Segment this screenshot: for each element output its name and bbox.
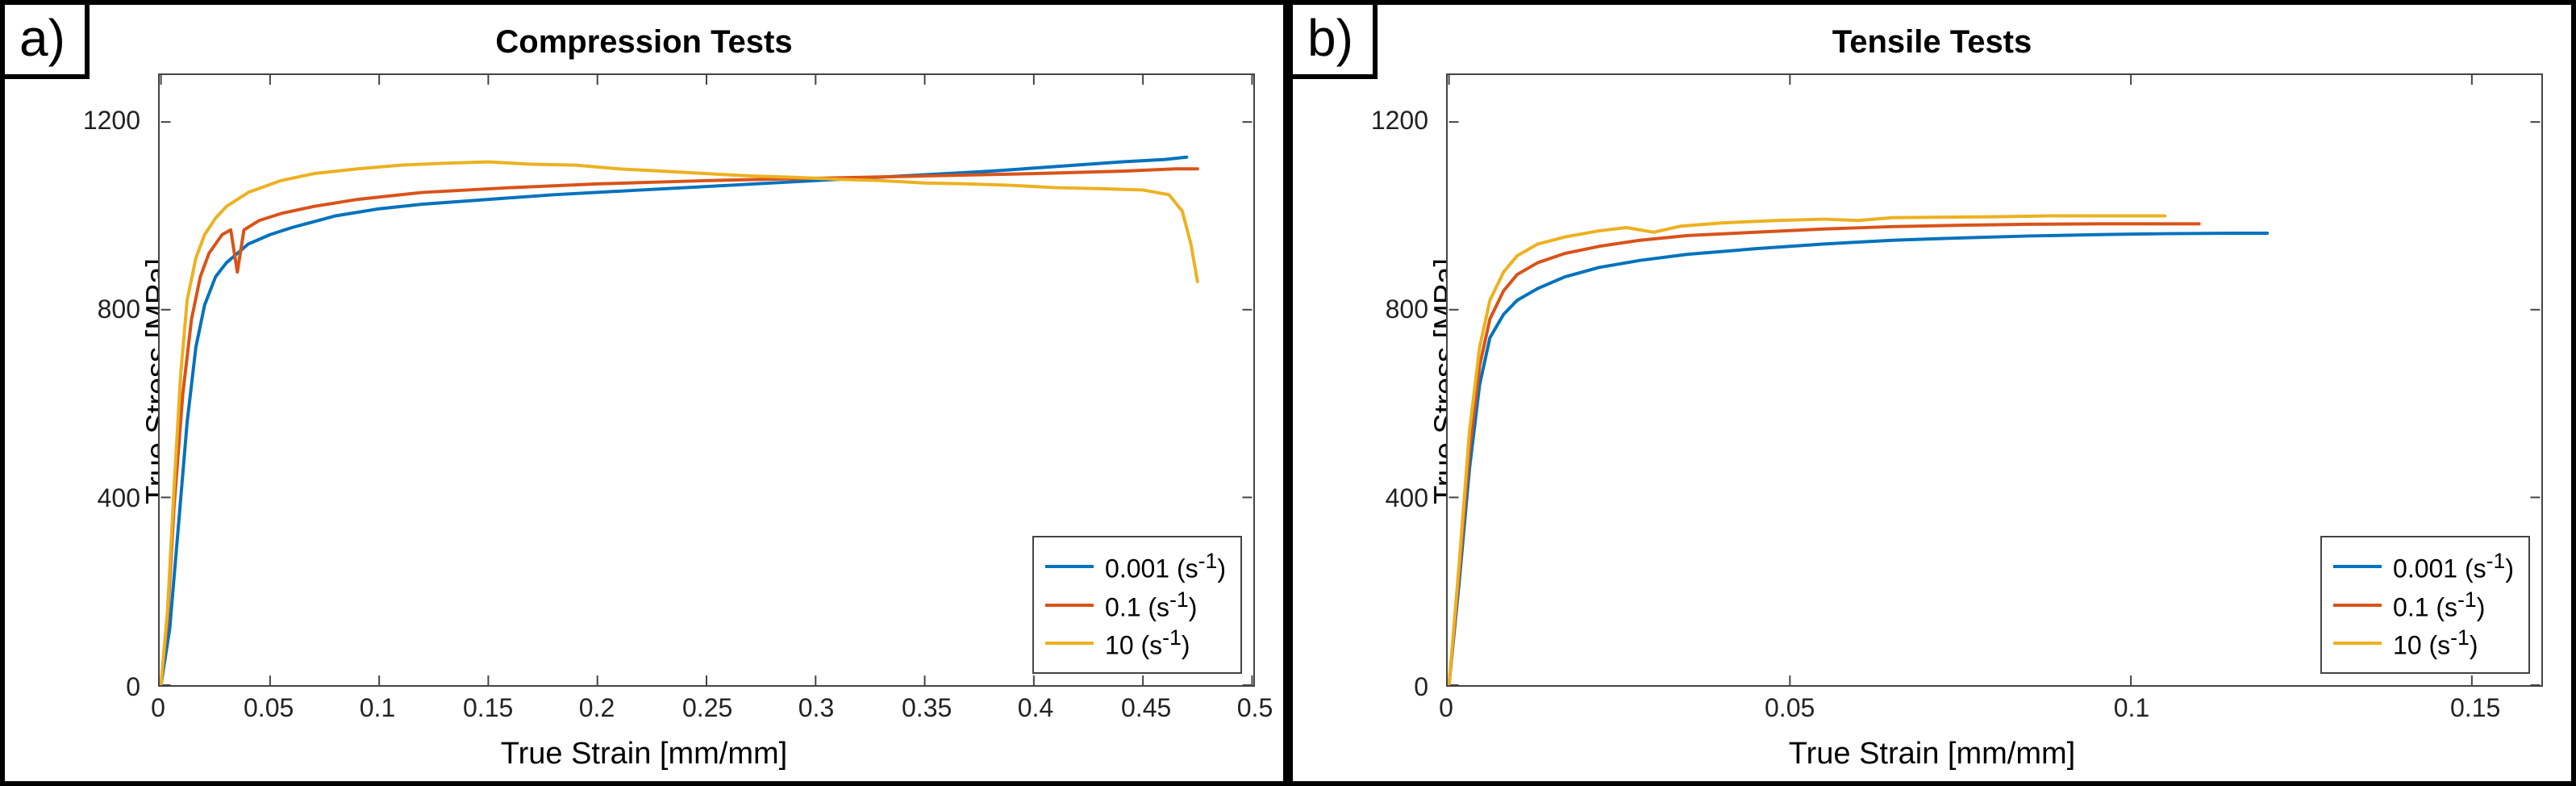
xtick-label: 0 [134, 693, 182, 723]
legend-swatch [2333, 642, 2382, 645]
legend-swatch [1045, 565, 1094, 568]
ytick-label: 1200 [83, 106, 140, 136]
legend-label: 0.001 (s-1) [1105, 549, 1226, 584]
xtick-label: 0.15 [2450, 693, 2499, 723]
panel-a-xlabel: True Strain [mm/mm] [5, 737, 1283, 771]
xtick-label: 0.15 [463, 693, 511, 723]
legend-swatch [1045, 642, 1094, 645]
panel-b-title: Tensile Tests [1293, 24, 2571, 61]
xtick-label: 0.4 [1011, 693, 1060, 723]
ytick-label: 0 [126, 672, 140, 702]
panel-a-label: a) [5, 5, 90, 79]
legend-item: 10 (s-1) [2333, 625, 2514, 661]
ytick-label: 0 [1414, 672, 1428, 702]
xtick-label: 0.2 [573, 693, 621, 723]
legend-item: 0.1 (s-1) [1045, 587, 1226, 623]
legend-swatch [2333, 604, 2382, 607]
panel-b-plot-area: 0.001 (s-1)0.1 (s-1)10 (s-1) [1446, 73, 2543, 687]
legend-swatch [1045, 604, 1094, 607]
legend-item: 0.001 (s-1) [2333, 549, 2514, 584]
ytick-label: 1200 [1371, 106, 1428, 136]
legend-label: 10 (s-1) [2393, 625, 2478, 661]
legend-label: 0.1 (s-1) [1105, 587, 1197, 623]
xtick-label: 0 [1422, 693, 1470, 723]
legend-item: 10 (s-1) [1045, 625, 1226, 661]
xtick-label: 0.05 [244, 693, 292, 723]
xtick-label: 0.5 [1231, 693, 1279, 723]
panel-b-legend: 0.001 (s-1)0.1 (s-1)10 (s-1) [2320, 536, 2530, 674]
xtick-label: 0.3 [792, 693, 840, 723]
legend-item: 0.1 (s-1) [2333, 587, 2514, 623]
panel-a-legend: 0.001 (s-1)0.1 (s-1)10 (s-1) [1032, 536, 1242, 674]
ytick-label: 800 [98, 295, 140, 324]
xtick-label: 0.25 [682, 693, 731, 723]
panel-b-label: b) [1293, 5, 1378, 79]
panel-a-plot-area: 0.001 (s-1)0.1 (s-1)10 (s-1) [158, 73, 1255, 687]
panel-b: b) Tensile Tests True Stress [MPa] True … [1288, 0, 2576, 786]
xtick-label: 0.35 [902, 693, 950, 723]
legend-label: 0.1 (s-1) [2393, 587, 2485, 623]
panel-a-title: Compression Tests [5, 24, 1283, 61]
ytick-label: 800 [1386, 295, 1428, 324]
xtick-label: 0.45 [1121, 693, 1169, 723]
ytick-label: 400 [1386, 483, 1428, 513]
legend-label: 0.001 (s-1) [2393, 549, 2514, 584]
figure-container: a) Compression Tests True Stress [MPa] T… [0, 0, 2576, 786]
xtick-label: 0.05 [1765, 693, 1813, 723]
xtick-label: 0.1 [353, 693, 402, 723]
legend-swatch [2333, 565, 2382, 568]
panel-a: a) Compression Tests True Stress [MPa] T… [0, 0, 1288, 786]
legend-item: 0.001 (s-1) [1045, 549, 1226, 584]
xtick-label: 0.1 [2107, 693, 2156, 723]
legend-label: 10 (s-1) [1105, 625, 1190, 661]
ytick-label: 400 [98, 483, 140, 513]
panel-b-xlabel: True Strain [mm/mm] [1293, 737, 2571, 771]
